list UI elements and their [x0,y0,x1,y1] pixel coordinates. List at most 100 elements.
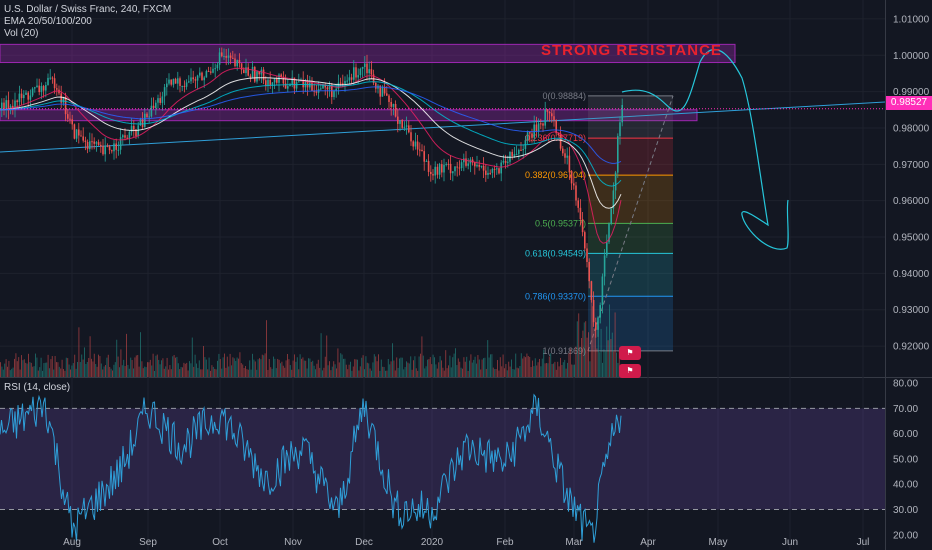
volume-bar [333,361,335,377]
candle [205,71,208,78]
volume-bar [508,361,510,377]
volume-bar [243,368,245,377]
volume-bar [604,351,606,377]
volume-bar [242,364,244,377]
candle [130,125,133,132]
candle [408,125,410,133]
volume-bar [365,356,367,377]
volume-bar [352,366,354,377]
candle [403,126,406,128]
rsi-tick-label: 70.00 [893,404,918,415]
volume-bar [116,339,118,377]
volume-bar [33,366,35,377]
volume-bar [306,368,308,377]
candle [122,135,124,138]
volume-bar [124,366,126,377]
volume-bar [536,365,538,377]
volume-bar [313,365,315,377]
event-flag-icon[interactable]: ⚑ [619,364,641,378]
candle [5,100,7,111]
candle [51,77,54,79]
candle [298,81,300,83]
candle [421,149,423,152]
volume-bar [404,367,406,377]
volume-bar [403,369,405,377]
candle [427,160,430,172]
candle [487,172,489,175]
volume-bar [532,360,533,377]
candle [507,161,509,163]
rsi-legend[interactable]: RSI (14, close) [4,382,71,393]
candle [326,87,329,90]
volume-bar [480,369,482,377]
volume-bar [354,359,356,377]
candle [128,131,131,139]
volume-bar [28,353,29,377]
volume-bar [522,358,524,377]
volume-bar [214,368,216,377]
candle [64,97,67,115]
candle [394,103,397,117]
candle [390,101,392,107]
volume-bar [457,358,459,377]
candle [522,149,524,151]
candle [155,102,157,109]
volume-bar [305,360,307,377]
time-tick-label: Feb [496,537,514,548]
time-tick-label: Jun [782,537,798,548]
volume-bar [554,361,556,377]
candle [256,71,258,82]
volume-bar [572,364,574,377]
candle [1,102,3,110]
volume-bar [571,364,573,377]
volume-bar [308,358,309,377]
ema-line [0,67,622,244]
volume-bar [43,363,45,377]
volume-bar [278,359,280,377]
volume-bar [382,366,384,377]
volume-bar [569,348,571,377]
volume-bar [502,354,504,377]
volume-bar [207,369,209,377]
candle [181,85,183,87]
volume-bar [219,359,221,377]
volume-bar [96,366,98,377]
candle [344,81,346,85]
candle [515,153,518,155]
volume-bar [22,360,24,377]
candle [419,149,421,151]
volume-bar [446,368,448,377]
candle [445,163,447,165]
volume-bar [523,356,525,377]
candle [441,164,443,173]
candle [86,141,89,150]
candle [350,77,353,80]
candle [586,248,588,262]
volume-bar [203,346,204,377]
volume-bar [456,365,458,377]
volume-bar [77,362,78,377]
ema-legend[interactable]: EMA 20/50/100/200 [4,16,92,27]
volume-bar [310,361,312,377]
volume-bar [394,370,396,377]
candle [566,155,568,158]
rsi-tick-label: 30.00 [893,505,918,516]
volume-bar [110,368,112,377]
candle [170,79,172,85]
event-flag-icon[interactable]: ⚑ [619,346,641,360]
volume-bar [259,358,260,377]
volume-legend[interactable]: Vol (20) [4,28,39,39]
volume-bar [147,362,148,377]
volume-bar [357,359,358,377]
candle [104,145,106,155]
volume-bar [12,367,14,377]
volume-bar [597,326,599,377]
candle [234,58,236,67]
volume-bar [182,367,183,377]
volume-bar [99,356,101,377]
candle [467,163,469,166]
volume-bar [593,328,595,377]
volume-bar [511,359,512,377]
candle [500,162,502,174]
